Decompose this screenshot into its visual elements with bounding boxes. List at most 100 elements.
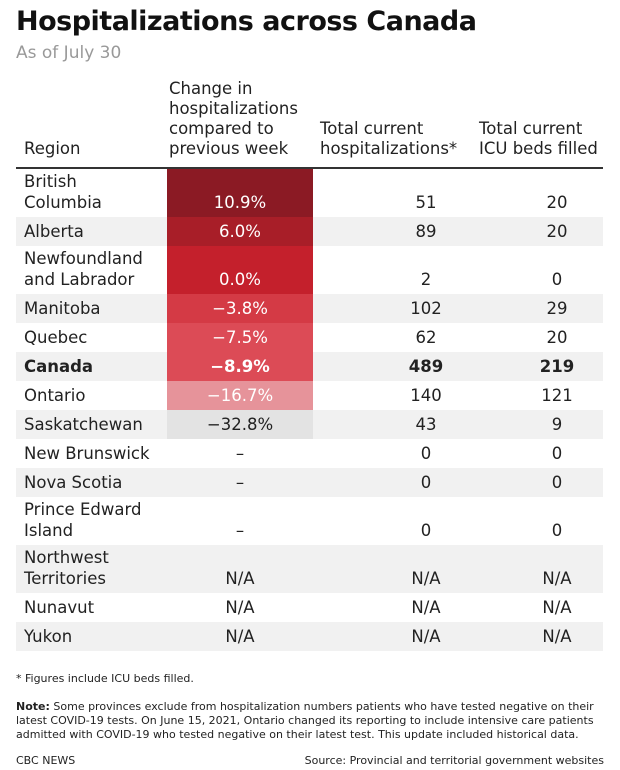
change-cell: −16.7% [167,381,313,410]
total-hospitalizations-cell: 489 [408,357,444,376]
icu-beds-cell: 29 [546,299,568,318]
change-cell: 6.0% [167,217,313,246]
change-cell: N/A [225,627,255,646]
source: Source: Provincial and territorial gover… [304,754,604,767]
region-label: and Labrador [24,270,135,289]
column-header-total-line: hospitalizations* [320,139,458,158]
icu-beds-cell: 0 [551,270,563,289]
column-header-change: Change in hospitalizations compared to p… [169,77,319,159]
note-label: Note: [16,700,50,713]
footnote: * Figures include ICU beds filled. [16,672,194,685]
change-cell: 10.9% [167,169,313,217]
total-hospitalizations-cell: 62 [415,328,437,347]
region-cell: Manitoba [24,294,164,323]
table-row: Northwest Territories N/A N/A N/A [16,545,603,593]
column-header-change-line: Change in [169,79,253,98]
change-cell: −7.5% [167,323,313,352]
column-header-total: Total current hospitalizations* [320,77,475,159]
total-hospitalizations-cell: N/A [411,598,441,617]
column-header-change-line: previous week [169,139,289,158]
region-cell: Canada [24,352,164,381]
total-hospitalizations-cell: 102 [410,299,442,318]
icu-beds-cell: 219 [539,357,575,376]
region-label: British [24,172,77,191]
total-hospitalizations-cell: 140 [410,386,442,405]
column-header-total-line: Total current [320,119,424,138]
table-row: Ontario −16.7% 140 121 [16,381,603,410]
region-label: Yukon [24,627,73,646]
table-row: Canada −8.9% 489 219 [16,352,603,381]
icu-beds-cell: 20 [546,222,568,241]
note-text: Some provinces exclude from hospitalizat… [16,700,594,741]
table-row: Saskatchewan −32.8% 43 9 [16,410,603,439]
icu-beds-cell: N/A [542,627,572,646]
icu-beds-cell: 121 [541,386,573,405]
region-label: Ontario [24,386,86,405]
region-label: Alberta [24,222,84,241]
table-row: Newfoundland and Labrador 0.0% 2 0 [16,246,603,294]
change-cell: 0.0% [167,246,313,294]
region-label: Nunavut [24,598,95,617]
total-hospitalizations-cell: 0 [420,473,432,492]
change-cell: N/A [225,598,255,617]
note: Note: Some provinces exclude from hospit… [16,700,606,742]
region-cell: Northwest Territories [24,545,164,593]
column-header-region-line: Region [24,139,81,158]
table-row: Yukon N/A N/A N/A [16,622,603,651]
column-header-change-line: hospitalizations [169,99,298,118]
table-row: Nunavut N/A N/A N/A [16,593,603,622]
icu-beds-cell: 0 [551,444,563,463]
region-label: Northwest [24,548,109,567]
credit: CBC NEWS [16,754,76,767]
region-label: New Brunswick [24,444,150,463]
region-label: Saskatchewan [24,415,143,434]
region-label: Nova Scotia [24,473,123,492]
total-hospitalizations-cell: N/A [411,627,441,646]
table-row: Quebec −7.5% 62 20 [16,323,603,352]
icu-beds-cell: 20 [546,193,568,212]
table-row: Prince Edward Island – 0 0 [16,497,603,545]
region-cell: New Brunswick [24,439,164,468]
region-label: Territories [24,569,106,588]
total-hospitalizations-cell: 2 [420,270,432,289]
region-cell: Prince Edward Island [24,497,164,545]
icu-beds-cell: N/A [542,569,572,588]
region-cell: British Columbia [24,169,164,217]
region-cell: Nova Scotia [24,468,164,497]
total-hospitalizations-cell: 51 [415,193,437,212]
icu-beds-cell: 0 [551,473,563,492]
chart-title: Hospitalizations across Canada [16,6,477,37]
change-cell: −32.8% [167,410,313,439]
region-label: Prince Edward [24,500,142,519]
change-cell: N/A [225,569,255,588]
region-label: Canada [24,357,94,376]
region-label: Island [24,521,74,540]
table-row: Manitoba −3.8% 102 29 [16,294,603,323]
column-header-change-line: compared to [169,119,274,138]
data-table: British Columbia 10.9% 51 20 Alberta 6.0% 89 20 N… [16,169,603,651]
region-cell: Alberta [24,217,164,246]
total-hospitalizations-cell: 0 [420,444,432,463]
region-cell: Newfoundland and Labrador [24,246,164,294]
total-hospitalizations-cell: 43 [415,415,437,434]
change-cell: – [235,521,245,540]
total-hospitalizations-cell: N/A [411,569,441,588]
region-label: Columbia [24,193,102,212]
region-label: Manitoba [24,299,101,318]
column-header-icu-line: ICU beds filled [479,139,598,158]
table-row: British Columbia 10.9% 51 20 [16,169,603,217]
table-row: Alberta 6.0% 89 20 [16,217,603,246]
column-header-region: Region [24,77,164,159]
region-cell: Quebec [24,323,164,352]
change-cell: – [235,473,245,492]
icu-beds-cell: 9 [551,415,563,434]
column-header-icu-line: Total current [479,119,583,138]
change-cell: −8.9% [167,352,313,381]
icu-beds-cell: N/A [542,598,572,617]
region-label: Newfoundland [24,249,143,268]
table-row: New Brunswick – 0 0 [16,439,603,468]
region-cell: Yukon [24,622,164,651]
column-header-icu: Total current ICU beds filled [479,77,609,159]
icu-beds-cell: 0 [551,521,563,540]
change-cell: – [235,444,245,463]
